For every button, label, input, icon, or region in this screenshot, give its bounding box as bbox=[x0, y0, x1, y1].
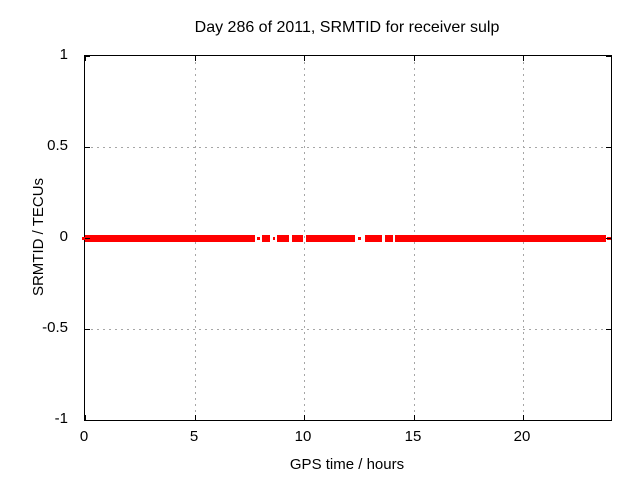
x-tick-label: 0 bbox=[79, 428, 89, 445]
data-segment bbox=[385, 235, 393, 242]
data-segment bbox=[257, 237, 260, 240]
y-tick-mark bbox=[606, 147, 611, 148]
x-tick-mark bbox=[414, 415, 415, 420]
y-tick-mark bbox=[606, 329, 611, 330]
y-tick-mark bbox=[85, 147, 90, 148]
plot-area bbox=[82, 55, 612, 421]
x-tick-mark bbox=[523, 415, 524, 420]
x-axis-label: GPS time / hours bbox=[289, 456, 405, 473]
x-tick-label: 5 bbox=[189, 428, 199, 445]
data-segment bbox=[85, 235, 255, 242]
data-segment bbox=[277, 235, 289, 242]
y-tick-mark bbox=[606, 56, 611, 57]
y-tick-mark bbox=[85, 329, 90, 330]
chart-title: Day 286 of 2011, SRMTID for receiver sul… bbox=[194, 19, 500, 36]
x-tick-mark bbox=[523, 56, 524, 61]
horizontal-gridline bbox=[85, 329, 611, 330]
y-tick-label: -0.5 bbox=[42, 319, 68, 336]
x-tick-mark bbox=[195, 415, 196, 420]
x-tick-label: 10 bbox=[294, 428, 312, 445]
data-segment bbox=[306, 235, 355, 242]
data-segment bbox=[262, 235, 270, 242]
x-tick-mark bbox=[85, 415, 86, 420]
y-tick-label: 0 bbox=[59, 228, 68, 245]
data-segment bbox=[273, 237, 275, 240]
data-segment bbox=[395, 235, 606, 242]
y-tick-mark bbox=[85, 238, 90, 239]
x-tick-mark bbox=[414, 56, 415, 61]
y-tick-label: -1 bbox=[54, 410, 68, 427]
x-tick-mark bbox=[85, 56, 86, 61]
y-tick-label: 1 bbox=[59, 46, 68, 63]
horizontal-gridline bbox=[85, 147, 611, 148]
x-tick-mark bbox=[304, 415, 305, 420]
x-tick-label: 20 bbox=[513, 428, 531, 445]
data-segment bbox=[365, 235, 382, 242]
data-segment bbox=[82, 237, 86, 240]
data-segment bbox=[358, 237, 361, 240]
x-tick-mark bbox=[304, 56, 305, 61]
vertical-gridline bbox=[304, 56, 305, 420]
y-tick-mark bbox=[606, 420, 611, 421]
x-tick-label: 15 bbox=[404, 428, 422, 445]
y-tick-mark bbox=[85, 56, 90, 57]
data-segment bbox=[292, 235, 303, 242]
y-tick-mark bbox=[606, 238, 611, 239]
y-tick-mark bbox=[85, 420, 90, 421]
y-tick-label: 0.5 bbox=[47, 137, 68, 154]
x-tick-mark bbox=[195, 56, 196, 61]
